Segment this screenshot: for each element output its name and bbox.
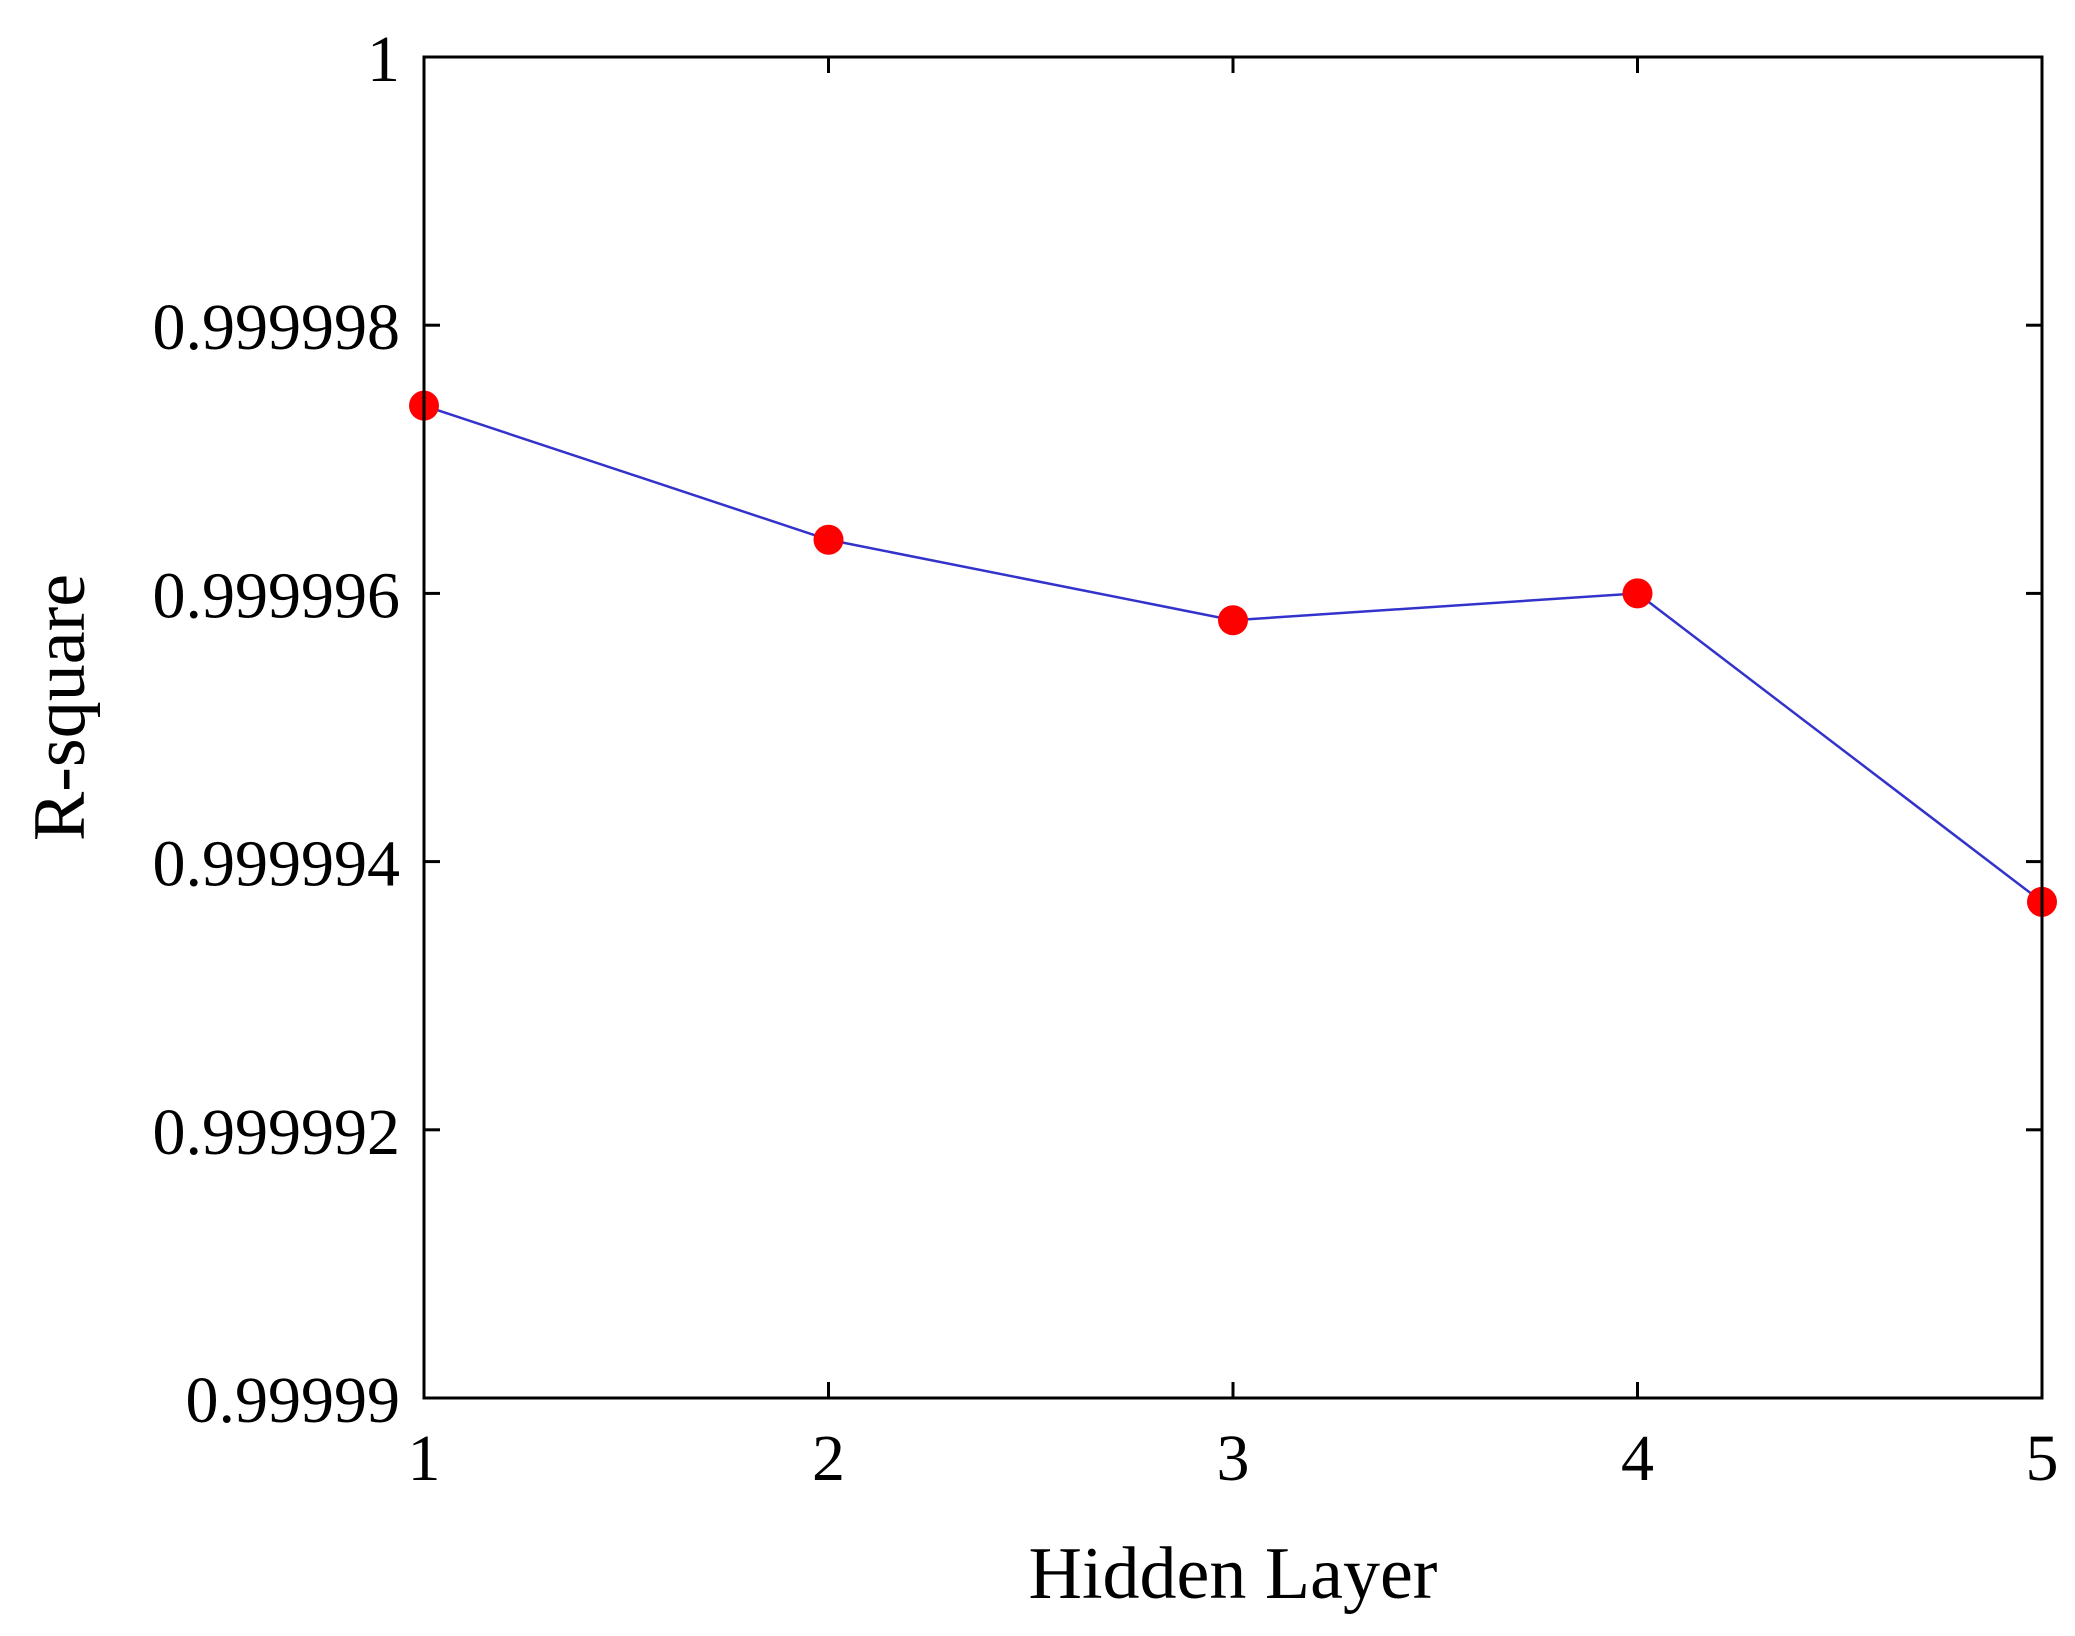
y-axis-title: R-square	[19, 574, 101, 841]
y-tick-label: 0.999996	[153, 559, 401, 632]
x-axis-title: Hidden Layer	[1029, 1533, 1438, 1615]
x-tick-label: 4	[1621, 1422, 1654, 1495]
y-tick-label: 0.999998	[153, 291, 401, 364]
data-point	[813, 524, 844, 555]
x-tick-label: 3	[1217, 1422, 1250, 1495]
y-tick-label: 0.999992	[153, 1096, 401, 1169]
x-tick-label: 1	[408, 1422, 441, 1495]
y-tick-label: 0.99999	[186, 1364, 401, 1437]
y-tick-label: 1	[367, 23, 400, 96]
y-tick-label: 0.999994	[153, 828, 401, 901]
data-point	[1218, 605, 1248, 636]
tick-labels: 1 2 3 4 5 0.99999 0.999992 0.999994 0.999996 0.99…	[153, 23, 2059, 1495]
data-point	[1622, 578, 1653, 609]
x-tick-label: 5	[2026, 1422, 2059, 1495]
plot-frame	[422, 55, 2044, 1400]
x-tick-label: 2	[812, 1422, 845, 1495]
data-series	[409, 390, 2057, 917]
